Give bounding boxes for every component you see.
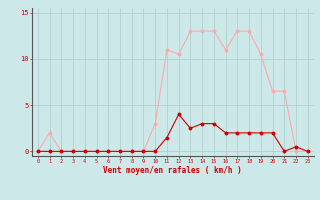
X-axis label: Vent moyen/en rafales ( km/h ): Vent moyen/en rafales ( km/h ) xyxy=(103,166,242,175)
